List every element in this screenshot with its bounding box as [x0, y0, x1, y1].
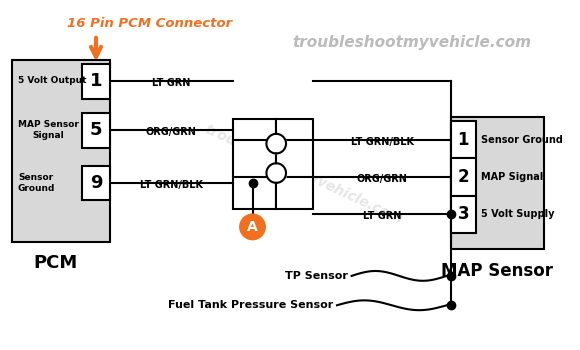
Text: Sensor
Ground: Sensor Ground: [17, 173, 55, 193]
Text: 1: 1: [458, 131, 469, 149]
Text: LT GRN: LT GRN: [152, 78, 191, 88]
Text: 9: 9: [90, 174, 102, 193]
Text: 5: 5: [90, 121, 102, 139]
Text: 16 Pin PCM Connector: 16 Pin PCM Connector: [67, 17, 233, 30]
Text: TP Sensor: TP Sensor: [285, 271, 348, 281]
Bar: [12, 61, 110, 241]
Text: ORG/GRN: ORG/GRN: [357, 174, 407, 184]
Text: 5 Volt Supply: 5 Volt Supply: [481, 209, 554, 219]
Text: troubleshootmyvehicle.com: troubleshootmyvehicle.com: [292, 35, 531, 50]
Bar: [233, 119, 276, 209]
Text: LT GRN: LT GRN: [363, 211, 401, 221]
Bar: [82, 166, 110, 201]
Text: MAP Sensor
Signal: MAP Sensor Signal: [17, 120, 78, 140]
Text: 3: 3: [458, 205, 469, 223]
Bar: [82, 64, 110, 99]
Text: MAP Sensor: MAP Sensor: [441, 262, 553, 280]
Text: Sensor Ground: Sensor Ground: [481, 135, 563, 145]
Text: LT GRN/BLK: LT GRN/BLK: [140, 180, 203, 190]
Text: MAP Signal: MAP Signal: [481, 172, 543, 182]
Circle shape: [240, 214, 265, 240]
Bar: [451, 121, 476, 158]
Text: 5 Volt Output: 5 Volt Output: [17, 76, 86, 85]
Text: troubleshootmyvehicle.com: troubleshootmyvehicle.com: [202, 123, 405, 227]
Text: PCM: PCM: [34, 254, 78, 272]
Bar: [451, 158, 476, 196]
Bar: [276, 119, 313, 209]
Text: ORG/GRN: ORG/GRN: [146, 127, 197, 137]
Bar: [82, 113, 110, 148]
Text: LT GRN/BLK: LT GRN/BLK: [350, 136, 414, 147]
Bar: [451, 196, 476, 233]
Text: A: A: [247, 220, 258, 234]
Bar: [451, 117, 543, 250]
Text: Fuel Tank Pressure Sensor: Fuel Tank Pressure Sensor: [168, 300, 333, 310]
Text: 1: 1: [90, 72, 102, 90]
Text: 2: 2: [458, 168, 469, 186]
